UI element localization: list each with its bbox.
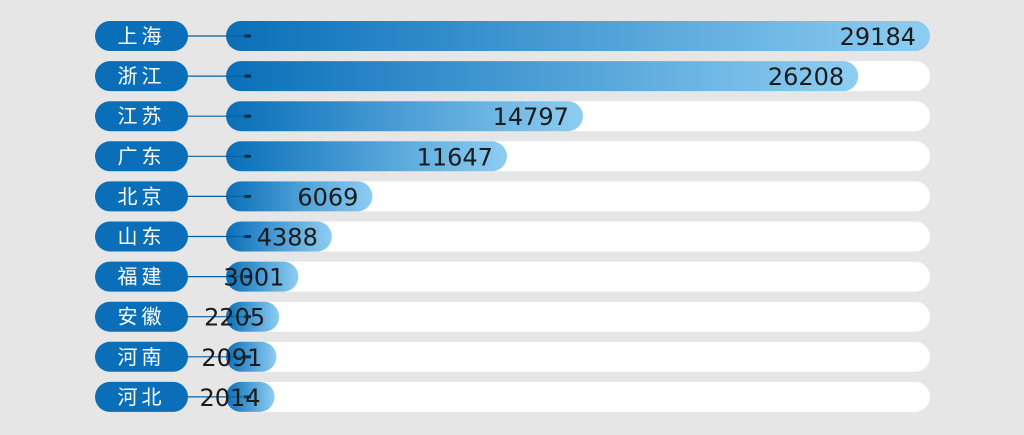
bar-start-marker <box>244 355 251 359</box>
bar <box>226 61 859 92</box>
bar <box>226 181 373 212</box>
bar <box>226 21 930 51</box>
bar-row: 河南 2091 <box>95 341 930 372</box>
bar-row: 浙江 26208 <box>95 61 930 92</box>
category-pill <box>95 21 188 51</box>
category-pill <box>95 101 188 132</box>
bar <box>226 301 280 332</box>
data-label: 26208 <box>768 63 844 91</box>
bar <box>226 261 299 292</box>
category-pill <box>95 261 188 292</box>
category-pill <box>95 301 188 332</box>
category-pill <box>95 181 188 212</box>
bar-row: 上海 29184 <box>95 21 930 51</box>
bar-start-marker <box>244 315 251 319</box>
data-label: 29184 <box>840 23 916 51</box>
data-label: 3001 <box>223 264 284 292</box>
data-label: 11647 <box>417 143 493 171</box>
bar-track <box>226 181 930 212</box>
bar <box>226 101 583 132</box>
bar-start-marker <box>244 235 251 238</box>
category-label: 福建 <box>118 265 166 289</box>
bar-track <box>226 221 930 252</box>
bar-row: 江苏 14797 <box>95 101 930 132</box>
bar-row: 河北 2014 <box>95 381 930 412</box>
category-label: 浙江 <box>118 64 166 88</box>
data-label: 14797 <box>493 103 569 131</box>
bar-start-marker <box>244 154 251 158</box>
bar <box>226 341 277 372</box>
bar-row: 广东 11647 <box>95 141 930 172</box>
category-label: 安徽 <box>118 305 166 329</box>
bar-row: 福建 3001 <box>95 261 930 292</box>
bar-start-marker <box>244 275 251 279</box>
bar <box>226 141 507 172</box>
data-label: 2205 <box>204 304 265 332</box>
category-label: 山东 <box>118 225 166 249</box>
bar-row: 北京 6069 <box>95 181 930 212</box>
category-pill <box>95 341 188 372</box>
category-label: 江苏 <box>118 104 166 128</box>
chart-rows: 上海 29184 浙江 26208 江苏 14797 广东 11647 北京 6069 山东 4388… <box>95 21 930 412</box>
bar-track <box>226 381 930 412</box>
category-label: 河南 <box>118 345 166 369</box>
data-label: 4388 <box>257 224 318 252</box>
bar-start-marker <box>244 395 251 399</box>
data-label: 2014 <box>200 384 261 412</box>
category-pill <box>95 221 188 252</box>
bar-start-marker <box>244 114 251 118</box>
bar-row: 安徽 2205 <box>95 301 930 332</box>
data-label: 6069 <box>297 183 358 211</box>
bar-track <box>226 261 930 292</box>
category-pill <box>95 61 188 92</box>
bar <box>226 221 332 252</box>
bar-track <box>226 301 930 332</box>
category-label: 北京 <box>118 184 166 208</box>
category-pill <box>95 381 188 412</box>
bar-start-marker <box>244 194 251 198</box>
category-label: 河北 <box>118 385 166 409</box>
category-label: 广东 <box>118 144 166 168</box>
bar-track <box>226 341 930 372</box>
bar-row: 山东 4388 <box>95 221 930 252</box>
data-label: 2091 <box>201 344 262 372</box>
bar-start-marker <box>244 74 251 78</box>
category-label: 上海 <box>118 24 166 48</box>
bar-start-marker <box>244 34 251 38</box>
category-pill <box>95 141 188 172</box>
